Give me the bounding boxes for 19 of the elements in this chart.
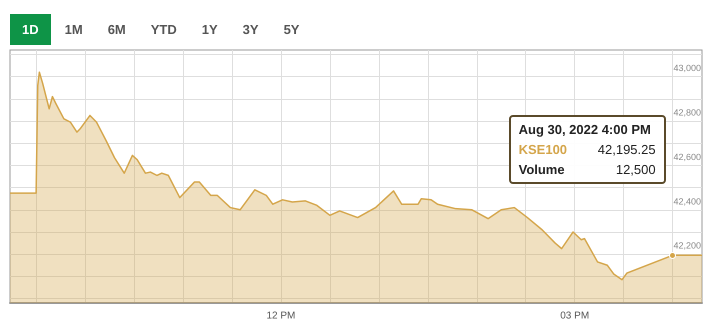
y-tick-label: 43,000 [673,63,701,74]
y-tick-label: 42,600 [673,152,701,162]
text: KSE100 [518,142,568,158]
x-tick-label: 12 PM [266,310,296,322]
text: 5Y [282,21,300,39]
annotation: 42,195.25 [598,142,656,158]
text: 1M [64,21,84,39]
annotation: Aug 30, 2022 4:00 PM [518,122,652,138]
annotation: Volume [518,162,565,178]
annotation: 12,500 [616,162,656,178]
y-tick-label: 42,400 [673,196,701,206]
text: 1D [10,14,51,45]
text: 6M [106,21,127,39]
x-tick-label: 03 PM [560,310,590,322]
y-tick-label: 42,800 [673,108,701,118]
text: 3Y [242,21,260,39]
y-tick-label: 42,200 [673,240,701,251]
text: 1Y [200,21,219,39]
text: YTD [150,21,178,39]
